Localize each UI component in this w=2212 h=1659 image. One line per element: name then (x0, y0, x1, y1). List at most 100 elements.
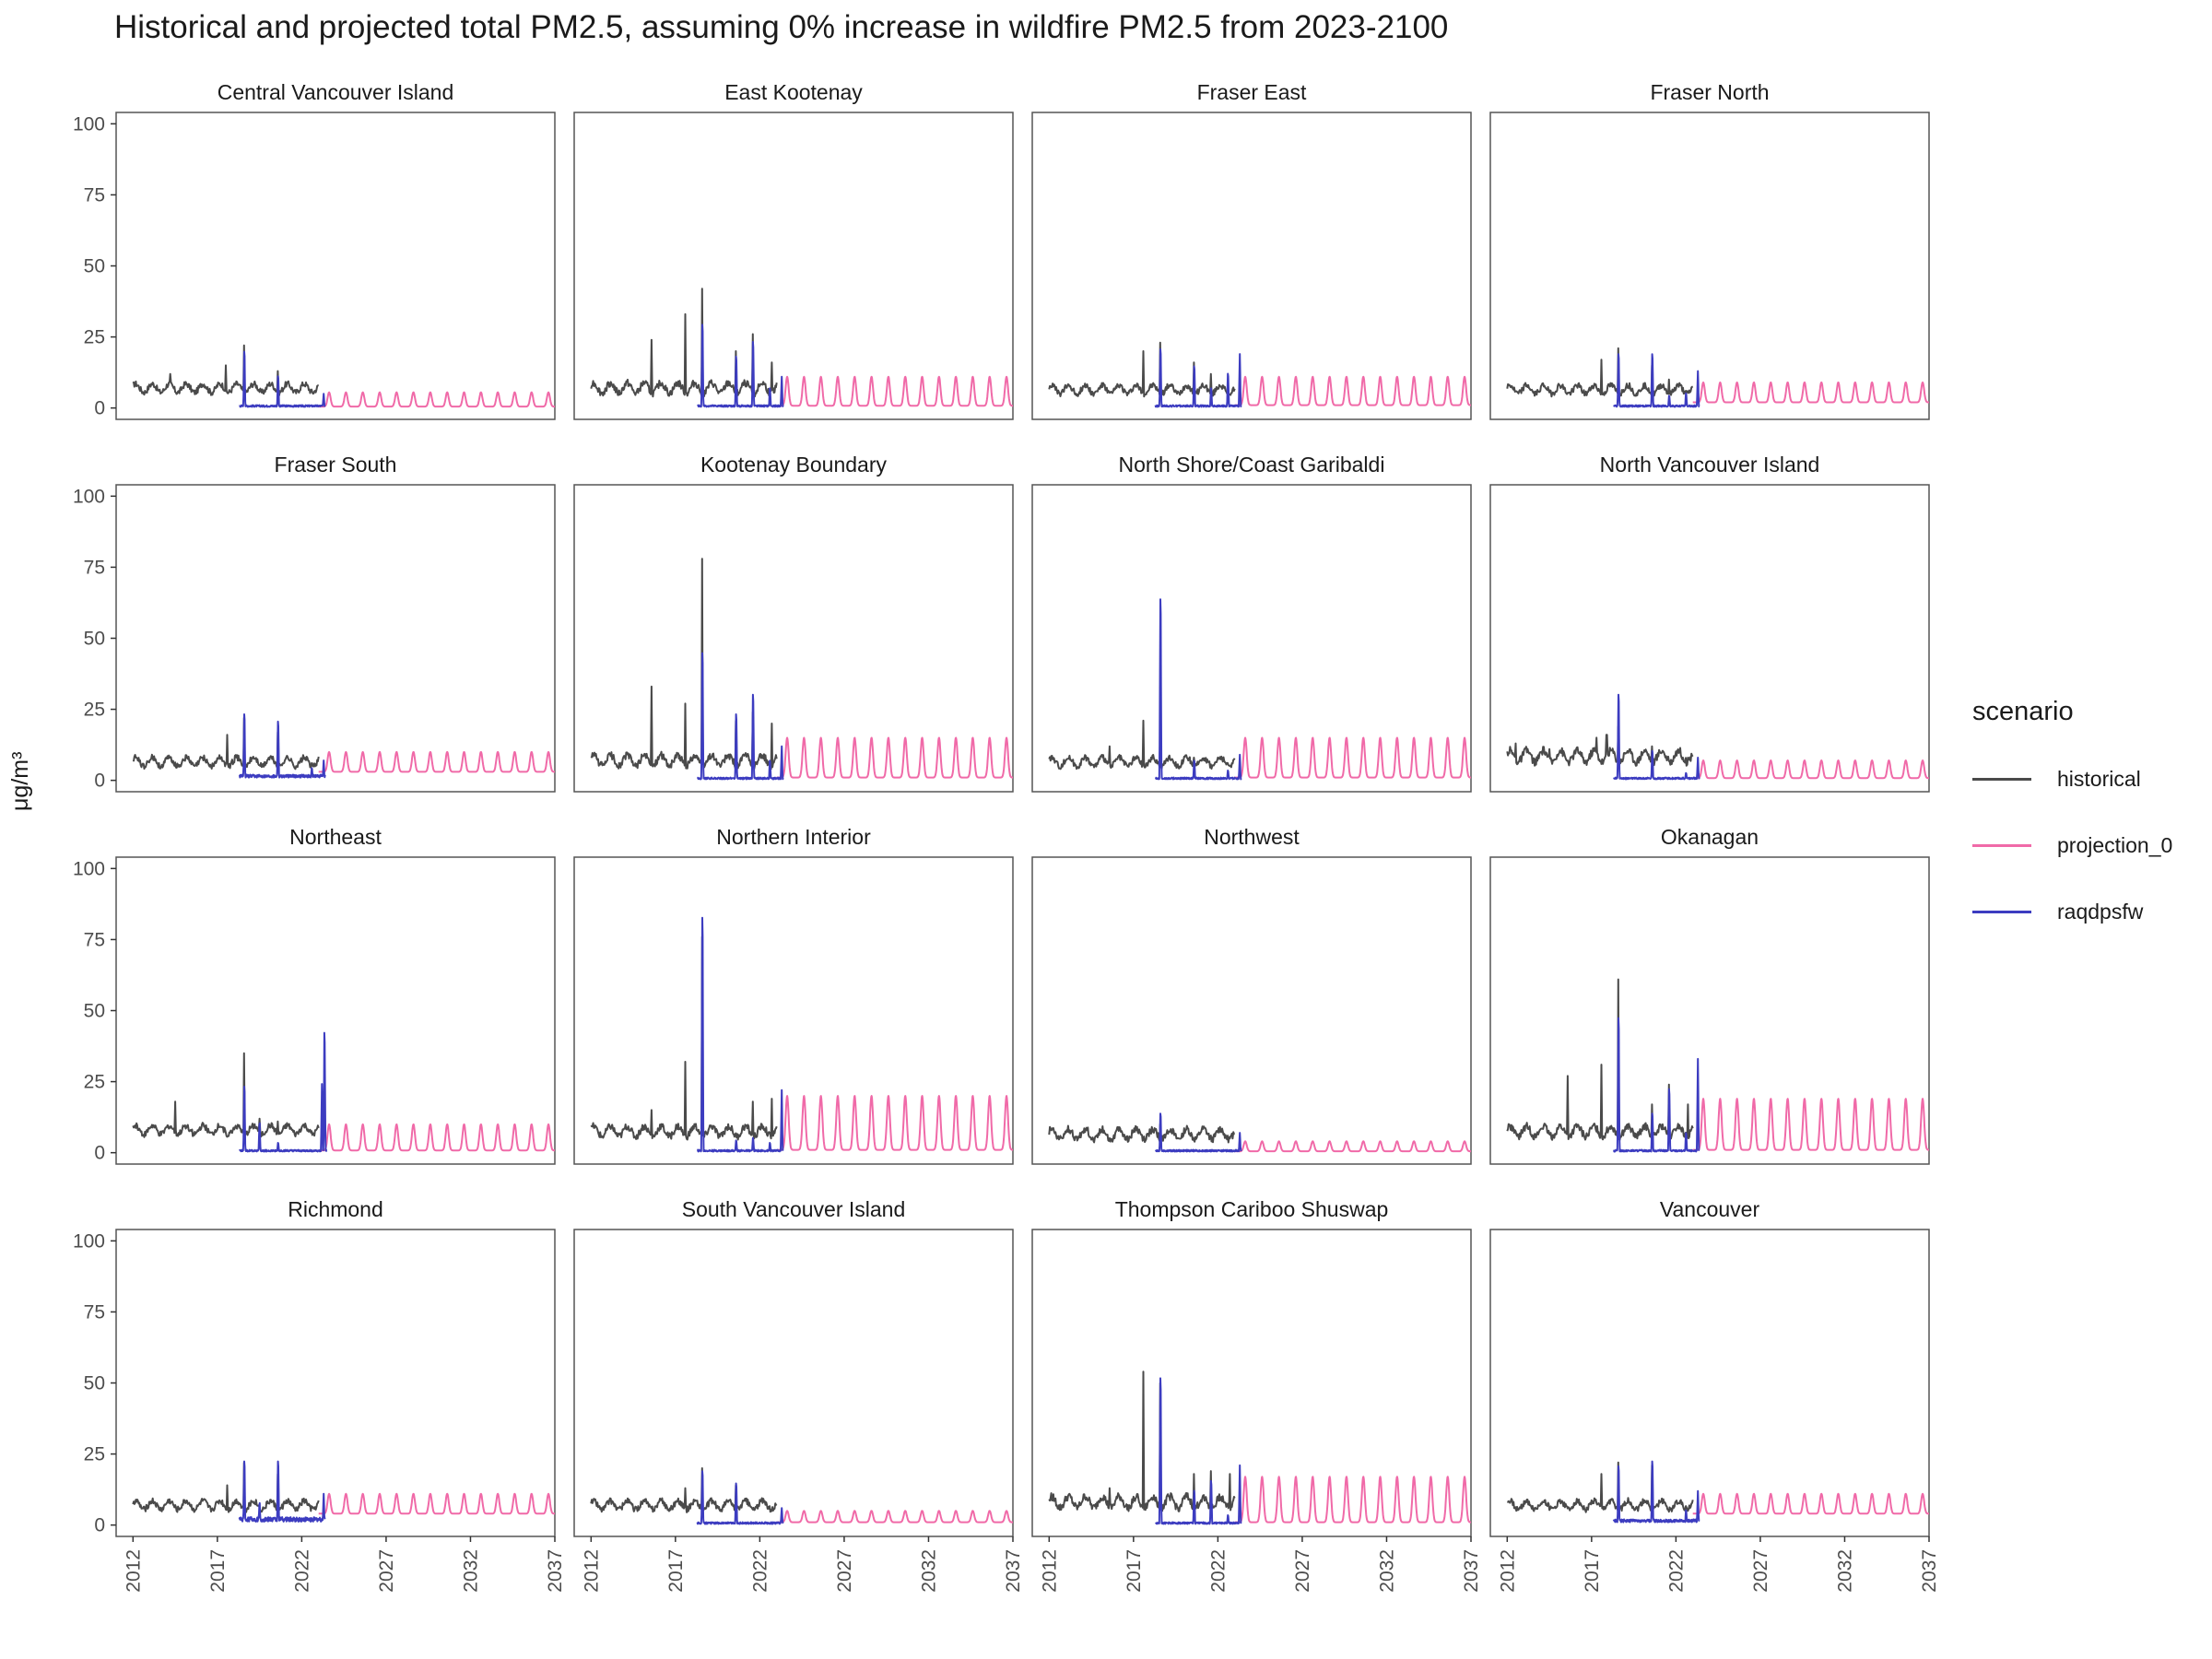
panel-frame (1489, 856, 1930, 1165)
series-line-raqdpsfw (696, 916, 784, 1153)
y-tick-label: 75 (84, 929, 105, 950)
series-line-projection_0 (1692, 759, 1930, 780)
series-line-raqdpsfw (1613, 693, 1700, 781)
series-line-historical (1048, 1123, 1235, 1144)
panel-title: Fraser North (1650, 80, 1769, 104)
series-line-raqdpsfw (696, 1470, 784, 1525)
panel-title: Richmond (288, 1197, 383, 1221)
legend-key-historical (1972, 777, 2031, 781)
panel-title: Central Vancouver Island (218, 80, 454, 104)
series-line-raqdpsfw (238, 713, 326, 779)
series-line-projection_0 (1692, 1098, 1930, 1151)
x-tick-label: 2032 (460, 1549, 481, 1593)
x-tick-label: 2017 (1582, 1549, 1603, 1593)
series-line-historical (1048, 719, 1236, 771)
series-line-projection_0 (318, 1123, 556, 1152)
series-line-historical (590, 1467, 778, 1513)
series-line-raqdpsfw (1155, 598, 1242, 781)
panel-frame (1489, 484, 1930, 793)
panel-frame (115, 856, 556, 1165)
panel-frame (573, 484, 1014, 793)
series-line-raqdpsfw (697, 324, 784, 408)
series-line-historical (132, 1461, 320, 1513)
series-line-projection_0 (1692, 1492, 1930, 1515)
series-line-raqdpsfw (1154, 347, 1242, 408)
panel-title: Vancouver (1660, 1197, 1760, 1221)
series-line-raqdpsfw (239, 350, 326, 408)
series-line-historical (132, 344, 320, 396)
panel-frame (1031, 484, 1472, 793)
panel-frame (1489, 112, 1930, 420)
panel-frame (573, 112, 1014, 420)
x-tick-label: 2017 (665, 1549, 687, 1593)
x-tick-label: 2037 (1919, 1549, 1940, 1593)
panel-frame (115, 112, 556, 420)
y-tick-label: 50 (84, 1001, 105, 1022)
legend-label: raqdpsfw (2057, 899, 2144, 924)
series-line-raqdpsfw (697, 652, 784, 781)
series-line-historical (1048, 1371, 1236, 1512)
legend-item-historical: historical (1972, 746, 2172, 812)
panel-frame (115, 484, 556, 793)
x-tick-label: 2037 (545, 1549, 566, 1593)
x-tick-label: 2027 (1750, 1549, 1771, 1593)
x-tick-label: 2032 (1376, 1549, 1397, 1593)
panel-frame (1031, 856, 1472, 1165)
legend-title: scenario (1972, 697, 2074, 726)
legend-key-raqdpsfw (1972, 910, 2031, 913)
x-tick-label: 2032 (918, 1549, 939, 1593)
series-line-historical (590, 935, 778, 1141)
y-tick-label: 100 (73, 1230, 105, 1252)
legend-item-raqdpsfw: raqdpsfw (1972, 878, 2172, 945)
series-line-historical (132, 716, 320, 771)
series-line-projection_0 (1234, 1476, 1472, 1524)
series-line-raqdpsfw (1613, 1017, 1700, 1153)
y-tick-label: 50 (84, 1373, 105, 1394)
series-line-projection_0 (1234, 1140, 1472, 1153)
panel-title: Northwest (1204, 825, 1300, 849)
series-line-projection_0 (776, 375, 1014, 407)
y-tick-label: 25 (84, 1444, 105, 1465)
legend-key-projection (1972, 843, 2031, 847)
series-line-historical (590, 288, 778, 398)
x-tick-label: 2017 (207, 1549, 229, 1593)
series-line-raqdpsfw (1613, 353, 1700, 408)
x-tick-label: 2017 (1124, 1549, 1145, 1593)
series-line-historical (1506, 978, 1694, 1141)
series-line-historical (1507, 1461, 1694, 1513)
panel-title: East Kootenay (724, 80, 863, 104)
panel-title: Okanagan (1661, 825, 1759, 849)
series-line-historical (590, 558, 778, 771)
panel-frame (115, 1229, 556, 1537)
panel-title: Fraser South (275, 453, 397, 477)
series-line-raqdpsfw (1155, 1377, 1242, 1525)
x-tick-label: 2022 (1207, 1549, 1229, 1593)
series-line-raqdpsfw (238, 1460, 326, 1523)
x-tick-label: 2012 (1497, 1549, 1518, 1593)
series-line-projection_0 (1234, 375, 1472, 406)
y-tick-label: 100 (73, 113, 105, 135)
x-tick-label: 2027 (834, 1549, 855, 1593)
series-line-projection_0 (776, 1095, 1014, 1151)
legend-label: projection_0 (2057, 832, 2173, 857)
series-line-raqdpsfw (238, 1031, 328, 1153)
panel-frame (1031, 112, 1472, 420)
panel-frame (1031, 1229, 1472, 1537)
x-tick-label: 2037 (1003, 1549, 1024, 1593)
y-tick-label: 75 (84, 557, 105, 578)
panel-title: Northern Interior (716, 825, 871, 849)
series-line-projection_0 (318, 1492, 556, 1515)
series-line-projection_0 (318, 750, 556, 773)
x-tick-label: 2022 (291, 1549, 312, 1593)
legend-item-projection: projection_0 (1972, 812, 2172, 878)
series-line-projection_0 (776, 1510, 1014, 1524)
y-tick-label: 25 (84, 700, 105, 721)
x-tick-label: 2012 (1039, 1549, 1060, 1593)
y-tick-label: 0 (94, 1143, 105, 1164)
y-tick-label: 75 (84, 1301, 105, 1323)
x-tick-label: 2027 (1292, 1549, 1313, 1593)
y-tick-label: 0 (94, 398, 105, 419)
panel-title: North Vancouver Island (1600, 453, 1820, 477)
panel-title: Thompson Cariboo Shuswap (1115, 1197, 1389, 1221)
y-tick-label: 50 (84, 256, 105, 277)
